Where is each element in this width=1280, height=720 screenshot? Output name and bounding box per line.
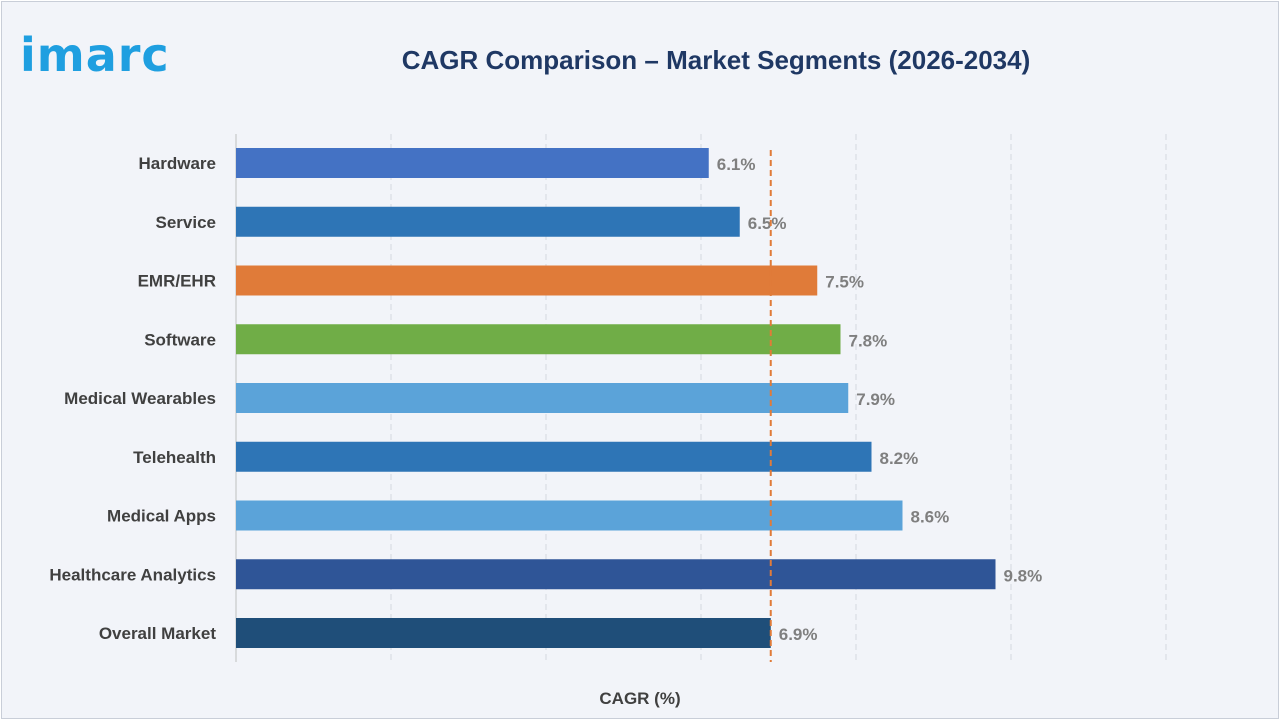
x-axis-label: CAGR (%) [599, 689, 680, 708]
category-label: Software [144, 330, 216, 349]
bar [236, 206, 740, 237]
value-label: 7.9% [856, 390, 895, 409]
value-label: 6.9% [779, 625, 818, 644]
value-label: 9.8% [1004, 566, 1043, 585]
value-label: 8.2% [880, 449, 919, 468]
value-labels: 6.1% 6.5% 7.5% 7.8% 7.9% 8.2% 8.6% 9.8% 6.9% [717, 155, 1043, 644]
value-label: 6.1% [717, 155, 756, 174]
category-labels: Hardware Service EMR/EHR Software Medical We… [49, 154, 216, 643]
bar [236, 559, 996, 590]
value-label: 7.8% [849, 331, 888, 350]
chart-title: CAGR Comparison – Market Segments (2026-… [401, 45, 1031, 75]
imarc-logo: imarc [20, 28, 170, 82]
bar [236, 265, 818, 296]
category-label: EMR/EHR [138, 272, 216, 291]
bars [236, 148, 996, 648]
value-label: 7.5% [825, 273, 864, 292]
bar [236, 618, 771, 648]
category-label: Service [156, 213, 217, 232]
value-label: 8.6% [911, 508, 950, 527]
category-label: Healthcare Analytics [49, 565, 216, 584]
bar [236, 500, 903, 531]
category-label: Medical Apps [107, 507, 216, 526]
category-label: Hardware [139, 154, 216, 173]
bar [236, 441, 872, 472]
category-label: Overall Market [99, 624, 217, 643]
bar [236, 148, 709, 178]
bar [236, 324, 841, 355]
category-label: Medical Wearables [64, 389, 216, 408]
category-label: Telehealth [133, 448, 216, 467]
value-label: 6.5% [748, 214, 787, 233]
bar [236, 383, 849, 413]
